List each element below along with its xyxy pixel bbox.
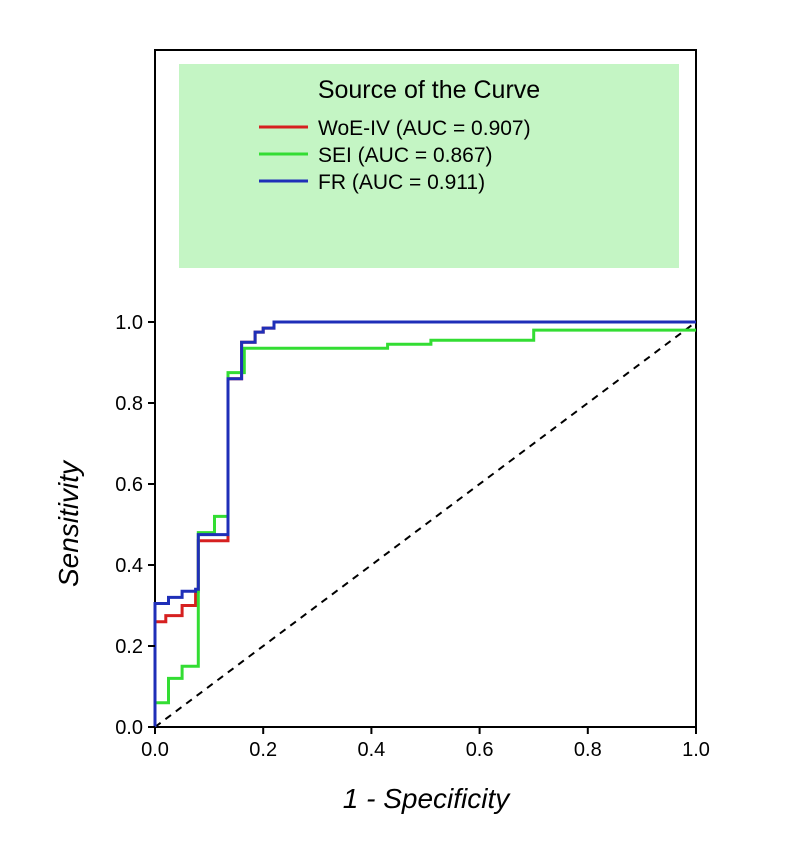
y-axis-title: Sensitivity [53, 459, 84, 587]
y-tick-label: 1.0 [115, 312, 143, 334]
y-tick-label: 0.2 [115, 636, 143, 658]
series-line-3 [153, 320, 696, 727]
x-tick-label: 0.8 [574, 739, 602, 761]
legend-box [179, 64, 679, 268]
x-tick-label: 0.0 [141, 739, 169, 761]
x-tick-label: 0.2 [249, 739, 277, 761]
legend-label-3: FR (AUC = 0.911) [318, 171, 485, 194]
series-line-2 [153, 328, 696, 727]
legend-title: Source of the Curve [318, 76, 540, 104]
plot-frame [154, 49, 697, 728]
x-axis-title: 1 - Specificity [343, 783, 511, 814]
x-tick-label: 1.0 [682, 739, 710, 761]
reference-line [154, 321, 697, 728]
legend-entries: WoE-IV (AUC = 0.907) SEI (AUC = 0.867) FR … [259, 117, 531, 194]
x-tick-label: 0.6 [466, 739, 494, 761]
series-lines [153, 320, 696, 727]
y-tick-label: 0.4 [115, 555, 143, 577]
reference-diagonal [154, 321, 697, 728]
y-tick-label: 0.6 [115, 474, 143, 496]
legend-label-1: WoE-IV (AUC = 0.907) [318, 117, 531, 140]
axes: 0.0 0.2 0.4 0.6 0.8 1.0 0.0 0.2 0.4 0.6 0.8 1.0 [115, 312, 710, 761]
x-tick-label: 0.4 [357, 739, 385, 761]
y-tick-label: 0.8 [115, 393, 143, 415]
legend-label-2: SEI (AUC = 0.867) [318, 144, 493, 167]
y-tick-label: 0.0 [115, 717, 143, 739]
